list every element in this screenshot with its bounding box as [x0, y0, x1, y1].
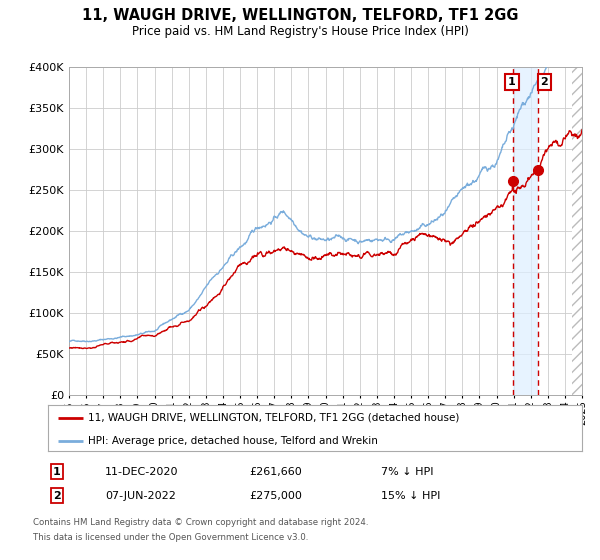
- Text: Contains HM Land Registry data © Crown copyright and database right 2024.: Contains HM Land Registry data © Crown c…: [33, 518, 368, 527]
- Text: 07-JUN-2022: 07-JUN-2022: [105, 491, 176, 501]
- Text: 2: 2: [541, 77, 548, 87]
- Text: 11, WAUGH DRIVE, WELLINGTON, TELFORD, TF1 2GG (detached house): 11, WAUGH DRIVE, WELLINGTON, TELFORD, TF…: [88, 413, 460, 423]
- Text: £275,000: £275,000: [249, 491, 302, 501]
- Bar: [513, 67, 538, 395]
- Bar: [572, 67, 582, 395]
- Text: Price paid vs. HM Land Registry's House Price Index (HPI): Price paid vs. HM Land Registry's House …: [131, 25, 469, 38]
- Text: This data is licensed under the Open Government Licence v3.0.: This data is licensed under the Open Gov…: [33, 533, 308, 542]
- Text: 1: 1: [508, 77, 516, 87]
- Text: 15% ↓ HPI: 15% ↓ HPI: [381, 491, 440, 501]
- Text: 7% ↓ HPI: 7% ↓ HPI: [381, 466, 433, 477]
- Text: 2: 2: [53, 491, 61, 501]
- Text: 11-DEC-2020: 11-DEC-2020: [105, 466, 179, 477]
- Text: HPI: Average price, detached house, Telford and Wrekin: HPI: Average price, detached house, Telf…: [88, 436, 378, 446]
- Text: 1: 1: [53, 466, 61, 477]
- Bar: [572, 67, 582, 395]
- Text: 11, WAUGH DRIVE, WELLINGTON, TELFORD, TF1 2GG: 11, WAUGH DRIVE, WELLINGTON, TELFORD, TF…: [82, 8, 518, 24]
- Text: £261,660: £261,660: [249, 466, 302, 477]
